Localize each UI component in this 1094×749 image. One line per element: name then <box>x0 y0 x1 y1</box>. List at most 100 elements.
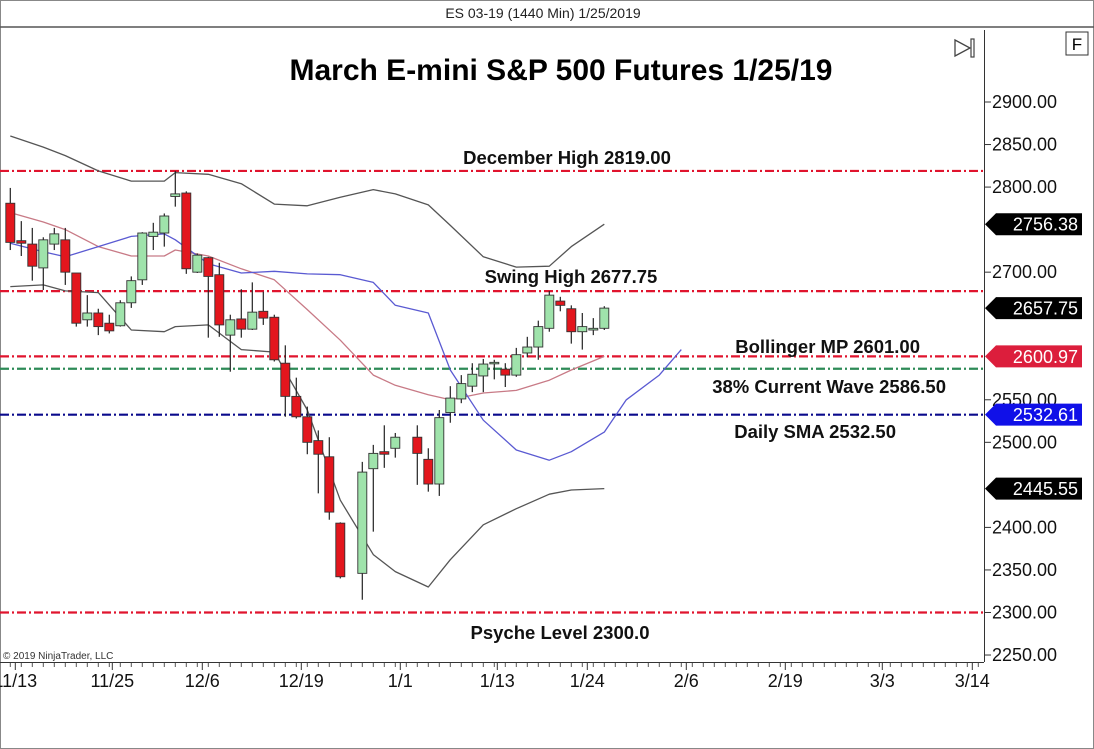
candle <box>82 295 93 327</box>
candle <box>104 314 115 334</box>
candle-body-down <box>313 440 324 455</box>
candle-body-down <box>335 522 346 578</box>
candle-body-down <box>258 310 269 319</box>
candle-body-up <box>511 354 522 376</box>
candle <box>236 289 247 338</box>
candle <box>588 318 599 336</box>
candle-body-down <box>324 456 335 513</box>
candle <box>467 363 478 393</box>
candle <box>456 375 467 404</box>
price-marker-value: 2532.61 <box>1013 405 1078 425</box>
level-annotations: December High 2819.00 Swing High 2677.75 B… <box>463 147 946 643</box>
candle-body-down <box>93 312 104 328</box>
level-label: December High 2819.00 <box>463 147 671 168</box>
f-button-label[interactable]: F <box>1072 35 1082 54</box>
candle-body-down <box>104 322 115 332</box>
candle-body-up <box>38 239 49 269</box>
candle <box>489 359 500 380</box>
level-label: Daily SMA 2532.50 <box>734 421 896 442</box>
f-button[interactable]: F <box>1065 31 1089 56</box>
candle <box>599 306 610 331</box>
candle-body-down <box>71 272 82 324</box>
y-tick-label: 2500.00 <box>992 432 1057 452</box>
candle-body-down <box>236 318 247 330</box>
candle-body-down <box>27 243 38 267</box>
candle-body-up <box>115 302 126 327</box>
candle-body-down <box>203 257 214 277</box>
candle-body-down <box>555 300 566 306</box>
candle-body-up <box>225 319 236 336</box>
candle <box>434 409 445 496</box>
candle <box>192 253 203 274</box>
candle <box>566 305 577 344</box>
x-tick-label: 12/19 <box>279 671 324 691</box>
candle <box>522 336 533 358</box>
candle <box>258 291 269 325</box>
candle-body-down <box>500 368 511 376</box>
candle <box>203 256 214 338</box>
candle <box>511 347 522 377</box>
candle-body-up <box>247 311 258 330</box>
y-tick-label: 2300.00 <box>992 602 1057 622</box>
candle-body-up <box>489 361 500 365</box>
price-marker-tag: 2600.97 <box>985 345 1082 368</box>
candles <box>5 170 610 600</box>
x-tick-label: 11/25 <box>90 671 134 691</box>
candle <box>93 308 104 336</box>
y-tick-label: 2250.00 <box>992 645 1057 665</box>
y-tick-label: 2400.00 <box>992 517 1057 537</box>
y-tick-label: 2900.00 <box>992 92 1057 112</box>
candle <box>214 262 225 337</box>
candle-body-up <box>49 233 60 245</box>
y-tick-label: 2700.00 <box>992 262 1057 282</box>
x-tick-label: 12/6 <box>185 671 220 691</box>
y-tick-label: 2350.00 <box>992 560 1057 580</box>
candle-body-up <box>577 326 588 333</box>
candle-body-up <box>434 417 445 485</box>
indicator-line <box>10 211 605 401</box>
candle-body-down <box>412 436 423 454</box>
candle <box>159 213 170 247</box>
price-marker-value: 2756.38 <box>1013 215 1078 235</box>
level-label: Psyche Level 2300.0 <box>471 622 650 643</box>
candle-body-down <box>280 362 291 397</box>
candle-body-up <box>445 397 456 413</box>
candle <box>126 276 137 308</box>
level-label: Swing High 2677.75 <box>485 266 658 287</box>
candle-body-down <box>566 308 577 333</box>
x-tick-label: 1/1 <box>388 671 413 691</box>
chart-title: March E-mini S&P 500 Futures 1/25/19 <box>289 54 832 87</box>
candle-body-down <box>214 274 225 326</box>
skip-to-end-icon[interactable] <box>954 38 975 58</box>
candle <box>170 170 181 207</box>
price-marker-shape <box>985 213 1082 236</box>
candle-body-up <box>533 326 544 348</box>
candle-body-down <box>60 239 71 273</box>
candle-body-up <box>148 231 159 237</box>
y-tick-label: 2800.00 <box>992 177 1057 197</box>
candle <box>269 314 280 362</box>
candle <box>500 363 511 388</box>
candle <box>60 227 71 285</box>
candle <box>16 221 27 256</box>
candle <box>280 345 291 417</box>
x-tick-label: 11/13 <box>0 671 37 691</box>
candle-body-up <box>192 254 203 273</box>
price-marker-tag: 2756.38 <box>985 213 1082 236</box>
candle-body-up <box>137 232 148 281</box>
candle-body-down <box>423 458 434 485</box>
candle <box>247 282 258 331</box>
candle-body-up <box>456 383 467 400</box>
level-label: Bollinger MP 2601.00 <box>735 336 920 357</box>
candle <box>335 522 346 579</box>
copyright: © 2019 NinjaTrader, LLC <box>3 651 113 662</box>
price-marker-value: 2445.55 <box>1013 479 1078 499</box>
x-axis[interactable]: 11/13 11/25 12/6 12/19 1/1 1/13 1/24 2/6 2/19 3/3… <box>0 663 990 691</box>
level-label: 38% Current Wave 2586.50 <box>712 376 946 397</box>
candle-body-up <box>368 452 379 470</box>
candle-body-down <box>269 316 280 361</box>
candle <box>324 437 335 520</box>
price-marker-tag: 2532.61 <box>985 403 1082 426</box>
candle-body-up <box>159 215 170 234</box>
